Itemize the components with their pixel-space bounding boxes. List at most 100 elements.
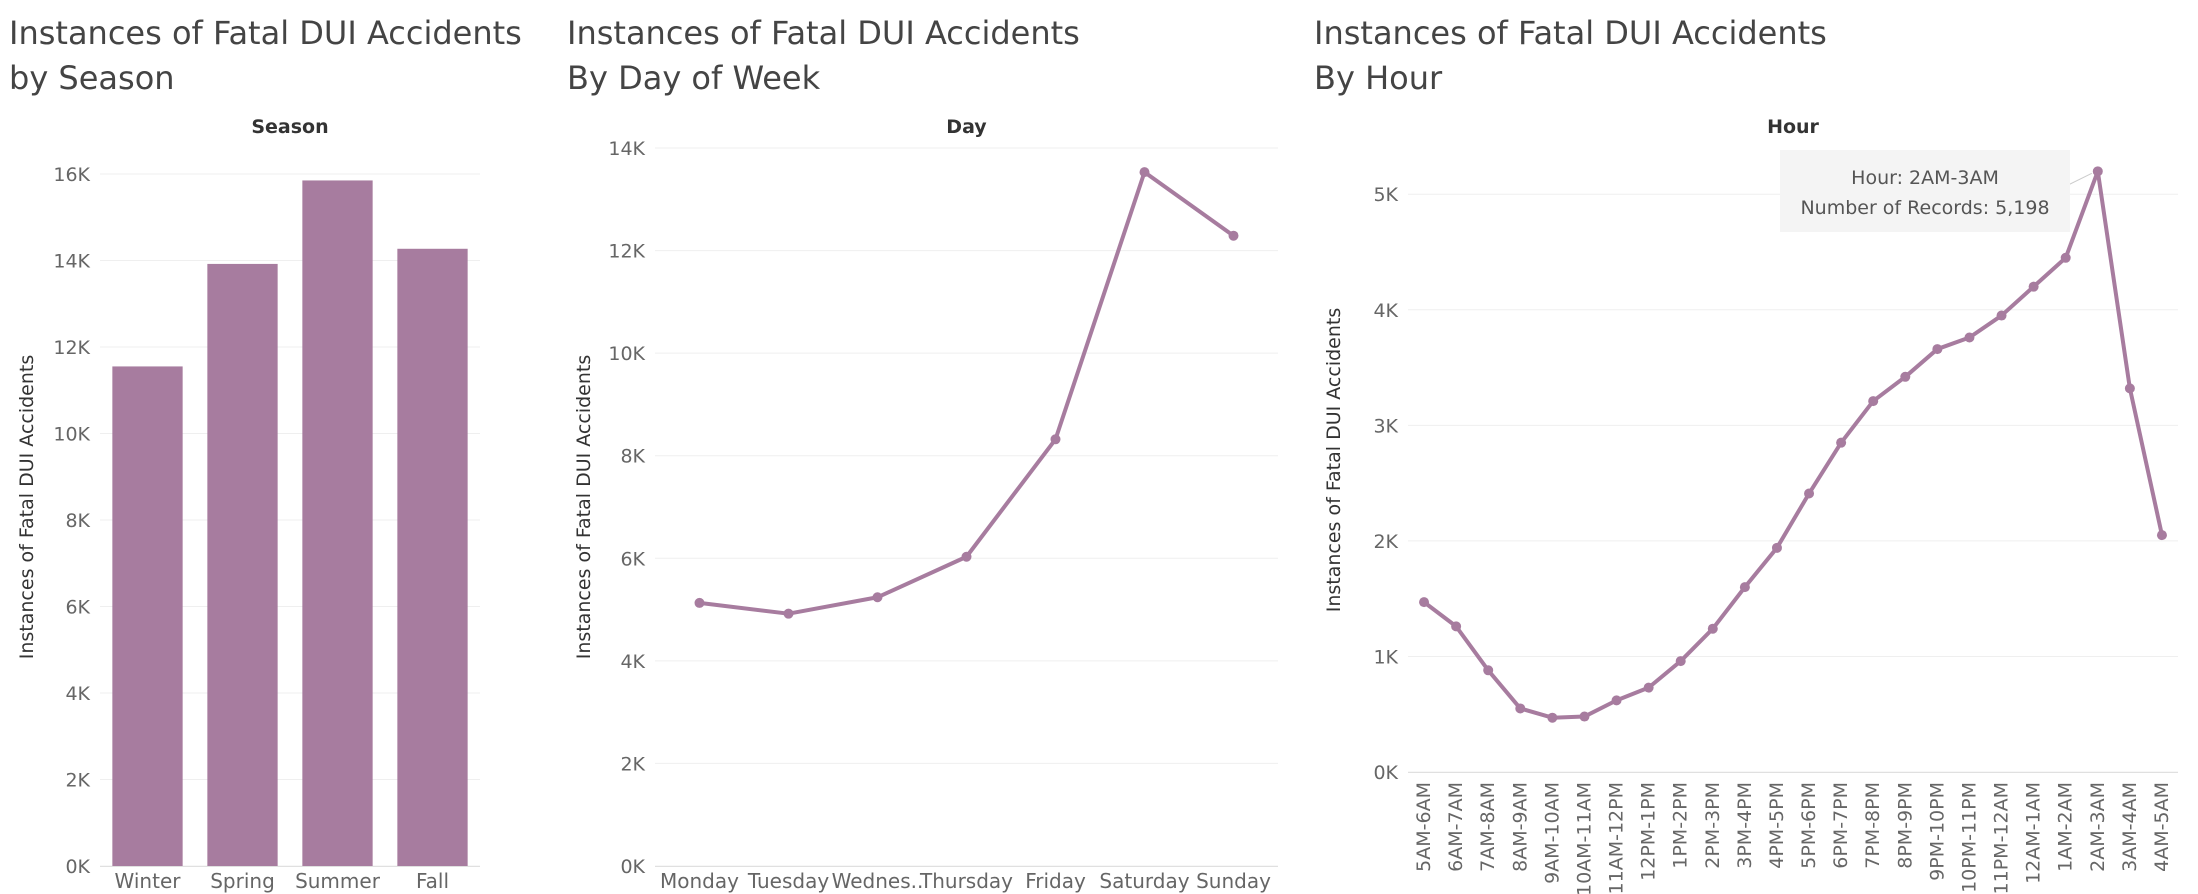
data-point [2060,252,2071,263]
data-point [2124,383,2135,394]
data-point [1996,310,2007,321]
x-tick-label: 9PM-10PM [1926,782,1948,881]
series-line [1422,169,2164,720]
y-tick-label: 3K [1373,415,1398,437]
bar [397,248,468,866]
x-tick-label: 10PM-11PM [1958,782,1980,893]
x-tick-label: 6AM-7AM [1445,782,1467,872]
x-tick-label: Saturday [1099,869,1189,893]
y-tick-label: 4K [1373,300,1398,322]
y-axis-label: Instances of Fatal DUI Accidents [1323,308,1345,613]
data-point [1228,230,1239,241]
bar [207,263,278,866]
data-point [1964,332,1975,343]
x-tick-label: 5PM-6PM [1798,782,1820,869]
x-tick-label: 8PM-9PM [1894,782,1916,869]
data-point [1483,665,1494,676]
y-tick-label: 10K [53,423,90,445]
x-tick-label: 7PM-8PM [1862,782,1884,869]
x-tick-label: Winter [115,869,182,893]
x-tick-label: 2AM-3AM [2087,782,2109,872]
y-tick-label: 6K [65,596,90,618]
data-point [2028,281,2039,292]
column-header: Hour [1767,116,1819,138]
y-axis-label: Instances of Fatal DUI Accidents [573,355,595,660]
x-tick-label: Spring [210,869,275,893]
data-point [1139,167,1150,178]
y-tick-label: 0K [620,856,645,878]
x-tick-label: 6PM-7PM [1830,782,1852,869]
x-tick-label: 4AM-5AM [2151,782,2173,872]
x-tick-label: 12PM-1PM [1638,782,1660,881]
season-chart-title: Instances of Fatal DUI Accidents [9,14,522,52]
data-point [1515,703,1526,714]
data-point [2156,530,2167,541]
data-point [961,551,972,562]
y-tick-label: 16K [53,164,90,186]
y-tick-label: 4K [65,683,90,705]
x-tick-label: Summer [295,869,381,893]
x-tick-label: 11PM-12AM [1991,782,2013,894]
tooltip-line-2: Number of Records: 5,198 [1800,197,2049,219]
y-tick-label: 2K [620,753,645,775]
x-tick-label: 1PM-2PM [1670,782,1692,869]
y-tick-label: 0K [1373,762,1398,784]
data-point [694,597,705,608]
column-header: Season [251,116,328,138]
y-tick-label: 0K [65,856,90,878]
x-tick-label: 9AM-10AM [1541,782,1563,884]
x-tick-label: 4PM-5PM [1766,782,1788,869]
x-tick-label: Friday [1025,869,1086,893]
y-tick-label: 14K [608,138,645,160]
y-tick-label: 5K [1373,184,1398,206]
data-point [1419,597,1430,608]
x-tick-label: 10AM-11AM [1573,782,1595,894]
data-point [1451,621,1462,632]
data-point [1643,682,1654,693]
data-point [1050,434,1061,445]
y-tick-label: 8K [620,446,645,468]
x-tick-label: Tuesday [747,869,830,893]
data-point [1804,488,1815,499]
y-tick-label: 1K [1373,646,1398,668]
x-tick-label: Thursday [919,869,1013,893]
y-tick-label: 2K [1373,531,1398,553]
day-chart-title: Instances of Fatal DUI Accidents [567,14,1080,52]
hour-chart-title: Instances of Fatal DUI Accidents [1314,14,1827,52]
data-point [2092,166,2103,177]
x-tick-label: 3PM-4PM [1734,782,1756,869]
data-point [1932,344,1943,355]
data-point [1868,396,1879,407]
data-point [1900,371,1911,382]
bar [112,366,183,866]
data-point [1579,711,1590,722]
data-point [1707,623,1718,634]
y-tick-label: 14K [53,250,90,272]
y-axis-label: Instances of Fatal DUI Accidents [16,355,38,660]
x-tick-label: 3AM-4AM [2119,782,2141,872]
data-point [783,608,794,619]
x-tick-label: 1AM-2AM [2055,782,2077,872]
tooltip-box [1780,150,2070,232]
data-point [1675,656,1686,667]
day-chart-subtitle: By Day of Week [567,59,821,97]
data-point [1771,542,1782,553]
tooltip-line-1: Hour: 2AM-3AM [1851,167,1999,189]
column-header: Day [946,116,987,138]
x-tick-label: 12AM-1AM [2023,782,2045,884]
x-tick-label: Wednes.. [832,869,924,893]
x-tick-label: 2PM-3PM [1702,782,1724,869]
x-tick-label: 11AM-12PM [1606,782,1628,894]
y-tick-label: 6K [620,548,645,570]
y-tick-label: 12K [608,241,645,263]
data-point [1547,712,1558,723]
season-chart-subtitle: by Season [9,59,175,97]
x-tick-label: 5AM-6AM [1413,782,1435,872]
data-point [1739,582,1750,593]
data-point [1836,437,1847,448]
x-tick-label: 8AM-9AM [1509,782,1531,872]
x-tick-label: 7AM-8AM [1477,782,1499,872]
